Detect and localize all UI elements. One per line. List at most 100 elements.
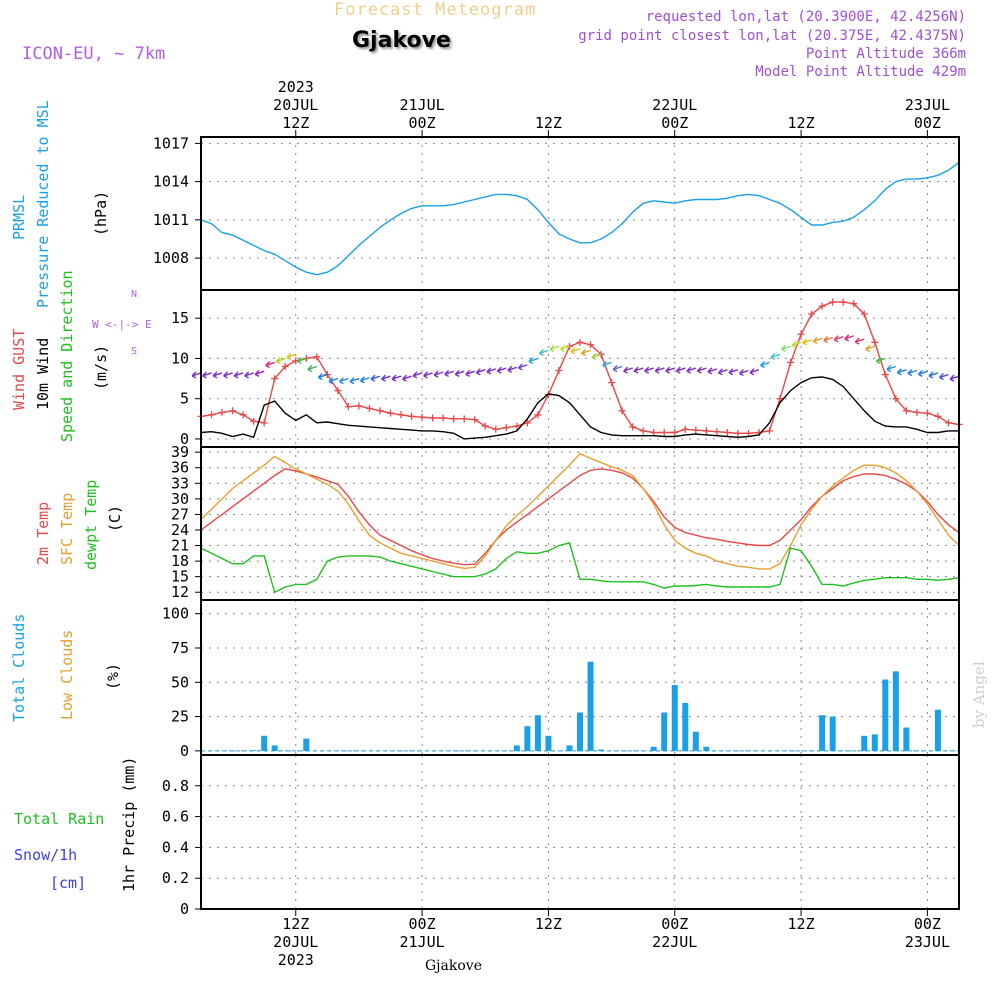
bottom-time-label: 2023 [278,951,314,969]
cloud-bar [598,749,605,751]
y-tick-label: 18 [171,552,189,570]
wind-arrow [496,366,507,374]
cloud-bar [577,712,583,751]
gust-marker [681,425,689,433]
gust-marker [365,404,373,412]
gust-marker [723,429,731,437]
wind-arrow [665,366,675,374]
y-tick-label: 10 [171,349,189,367]
wind-arrow [938,373,949,381]
gust-marker [713,428,721,436]
gust-marker [881,371,889,379]
precip-snow-unit: [cm] [50,874,87,892]
gust-marker [481,422,489,430]
cloud-bar [882,679,889,751]
gust-marker [281,362,289,370]
y-tick-label: 0 [180,430,189,448]
wind-arrow [517,363,528,371]
gust-marker [344,403,352,411]
top-time-label: 00Z [409,114,436,132]
wind-arrow [202,371,212,379]
wind-arrow [728,368,739,376]
data-layer [191,161,963,910]
bottom-time-label: 00Z [661,915,688,933]
wind-arrow [854,337,865,345]
gust-marker [608,379,616,387]
gust-marker [523,419,531,427]
gust-marker [734,429,742,437]
wind-arrow [612,364,623,373]
gust-marker [587,341,595,349]
cloud-bar [692,731,699,751]
gust-marker [818,302,826,310]
gust-marker [692,426,700,434]
wind-arrow [717,368,728,376]
y-tick-label: 0 [180,742,189,760]
wind-arrow [686,366,697,374]
gust-marker [218,408,226,416]
wind-arrow [581,348,591,357]
wind-arrow [412,371,423,379]
gust-marker [502,424,510,432]
cloud-bar [871,734,878,751]
wind-arrow [654,366,665,374]
gust-marker [429,414,437,422]
top-time-label: 20JUL [273,96,318,114]
top-time-label: 23JUL [905,96,950,114]
gust-marker [271,375,279,383]
wind-arrow [212,371,223,379]
gust-marker [492,425,500,433]
cloud-bar [524,726,531,751]
y-tick-label: 5 [180,390,189,408]
gust-marker [808,310,816,318]
wind-arrow [549,344,560,352]
bottom-time-label: 00Z [914,915,941,933]
wind-arrow [707,367,718,375]
gridpoint-coords: grid point closest lon,lat (20.375E, 42.… [578,28,966,44]
y-tick-label: 27 [171,505,189,523]
wind-arrow [875,356,886,365]
wind-arrow [454,369,465,377]
cloud-bar [861,735,868,751]
wind-arrow [328,377,339,385]
wind-arrow [760,360,770,369]
bottom-time-label: 22JUL [652,933,697,951]
cloud-bar [819,715,826,751]
wind-arrow [949,374,960,382]
model-label: ICON-EU, ~ 7km [22,44,166,64]
y-tick-label: 15 [171,568,189,586]
wind-arrow [696,366,707,374]
precip-snow-label: Snow/1h [14,846,78,864]
bottom-time-label: 12Z [282,915,309,933]
cloud-bar [534,715,541,751]
gust-marker [376,407,384,415]
cloud-bar [682,702,689,751]
y-tick-label: 1014 [153,173,189,191]
frame-layer [195,130,960,916]
wind-arrow [191,371,202,379]
wind-arrow [538,348,549,357]
gust-marker [744,429,752,437]
y-tick-label: 0.8 [162,777,189,795]
wind-arrow [349,377,360,385]
wind-arrow [844,334,854,342]
cloud-bar [587,661,594,751]
top-time-label: 12Z [282,114,309,132]
wind-arrow [465,369,475,377]
gust-marker [597,350,605,358]
gust-marker [534,411,542,419]
gust-marker [776,395,784,403]
gust-marker [871,338,879,346]
gust-marker [650,429,658,437]
wind-arrow [223,371,233,379]
wind-arrow [633,366,644,374]
gust-marker [250,417,258,425]
y-tick-label: 12 [171,583,189,601]
wind-arrow [402,374,412,382]
wind-arrow [749,368,760,376]
gust-marker [397,411,405,419]
precip-rain-label: Total Rain [14,810,105,828]
cloud-bar [671,685,678,751]
wind-arrow [602,360,612,369]
